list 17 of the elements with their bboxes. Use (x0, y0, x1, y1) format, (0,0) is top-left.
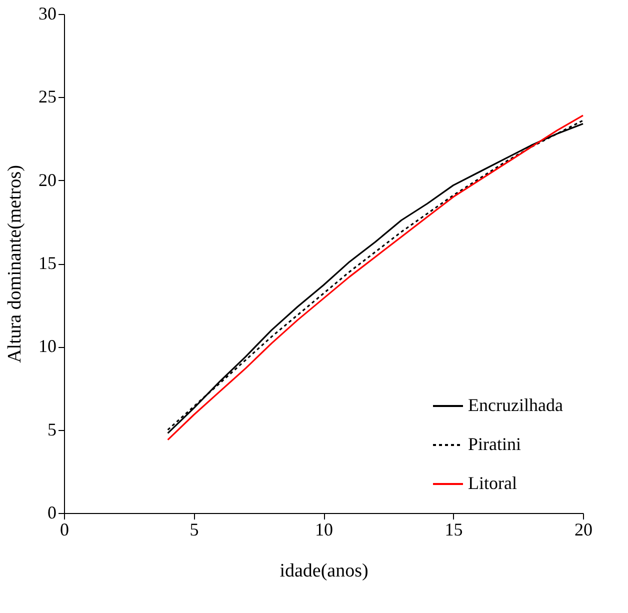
legend-label: Encruzilhada (468, 395, 563, 415)
x-tick-label: 10 (315, 520, 333, 540)
y-tick-label: 30 (38, 4, 56, 24)
y-tick-label: 25 (38, 86, 56, 107)
y-tick-label: 0 (48, 502, 56, 522)
y-tick-label: 10 (38, 336, 56, 356)
y-tick-label: 5 (48, 419, 56, 440)
y-tick-label: 15 (38, 253, 56, 273)
legend-label: Litoral (468, 473, 517, 493)
legend-label: Piratini (468, 434, 521, 454)
x-tick-label: 15 (444, 520, 463, 540)
y-axis-title: Altura dominante(metros) (4, 165, 26, 363)
x-axis-title: idade(anos) (280, 560, 368, 582)
y-tick-label: 20 (38, 170, 56, 190)
x-tick-label: 20 (574, 520, 592, 540)
x-tick-label: 0 (60, 520, 69, 540)
x-tick-label: 5 (190, 520, 199, 540)
